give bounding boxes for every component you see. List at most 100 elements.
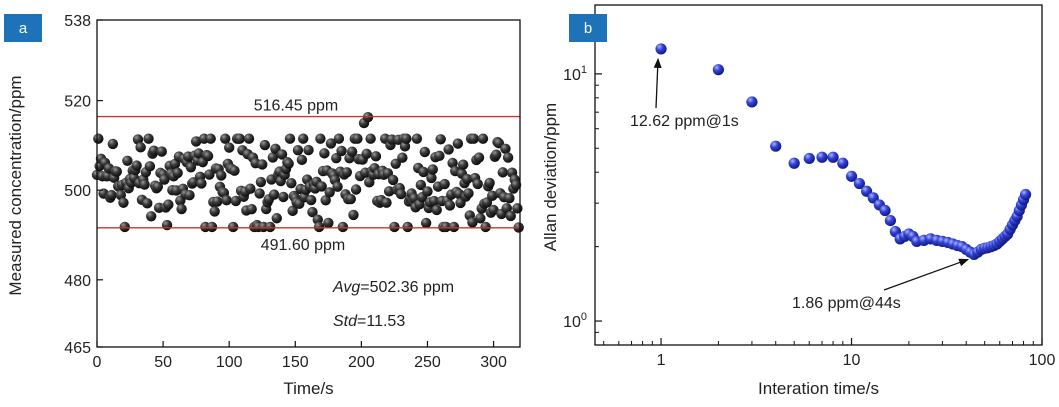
data-point: [156, 146, 167, 157]
data-point: [323, 217, 334, 229]
x-tick-label: 300: [480, 354, 507, 371]
data-point: [185, 162, 197, 173]
data-point: [142, 198, 153, 209]
data-point: [286, 177, 297, 189]
data-point: [259, 139, 271, 151]
data-point: [193, 148, 204, 159]
data-point: [827, 151, 839, 163]
data-point: [420, 217, 432, 229]
data-point: [350, 184, 362, 195]
data-point: [145, 211, 157, 222]
std-annotation: Std=11.53: [333, 313, 405, 330]
data-point: [223, 142, 235, 153]
data-point: [332, 181, 343, 192]
data-point: [230, 195, 241, 207]
avg-value: =502.36 ppm: [360, 279, 454, 296]
data-point: [305, 194, 317, 206]
data-point: [397, 152, 408, 163]
data-point: [510, 179, 522, 191]
data-point: [336, 145, 347, 157]
data-point: [161, 219, 173, 231]
data-point: [118, 197, 129, 208]
data-point: [502, 152, 514, 163]
data-point: [143, 133, 154, 144]
panel-b-frame: [594, 4, 1043, 346]
data-point: [316, 181, 327, 192]
panel-a-badge-label: a: [19, 20, 28, 37]
panel-b-badge: [569, 14, 607, 42]
data-point: [324, 187, 335, 198]
panel-a-frame: [96, 19, 521, 348]
data-point: [655, 43, 667, 55]
y-tick-label: 100: [563, 311, 587, 331]
data-point: [229, 165, 240, 176]
data-point: [427, 164, 438, 175]
data-point: [418, 166, 429, 178]
data-point: [443, 144, 454, 155]
data-point: [500, 143, 511, 154]
data-point: [204, 169, 215, 180]
y-tick-label: 480: [64, 273, 91, 290]
data-point: [307, 206, 318, 218]
data-point: [190, 136, 202, 147]
data-point: [271, 213, 282, 224]
data-point: [243, 133, 255, 144]
data-point: [264, 221, 276, 233]
data-point: [473, 152, 485, 163]
data-point: [93, 133, 104, 144]
data-point: [712, 64, 724, 76]
data-point: [348, 209, 359, 221]
panel-a-x-axis-label: Time/s: [283, 379, 333, 398]
data-point: [144, 161, 156, 172]
data-point: [325, 138, 337, 149]
data-point: [341, 167, 353, 178]
data-point: [221, 194, 232, 206]
data-point: [434, 150, 445, 162]
annotation-arrow-1s: [653, 57, 662, 109]
data-point: [457, 159, 469, 170]
data-point: [497, 167, 509, 178]
data-point: [337, 221, 349, 233]
data-point: [333, 133, 345, 144]
data-point: [395, 188, 407, 200]
y-tick-label: 538: [64, 13, 91, 30]
data-point: [501, 203, 512, 214]
data-point: [257, 159, 268, 170]
data-point: [444, 200, 456, 211]
data-point: [346, 146, 358, 157]
data-point: [205, 133, 216, 144]
data-point: [245, 183, 256, 194]
data-point: [345, 193, 356, 205]
data-point: [196, 178, 207, 189]
data-point: [452, 138, 464, 149]
panel-b: 1 10 100 100 101 12.62 ppm@1s 1.86 ppm@44s I…: [541, 4, 1056, 398]
annotation-arrow-44s: [883, 258, 970, 291]
data-point: [491, 149, 502, 160]
data-point: [148, 145, 160, 156]
data-point: [440, 221, 452, 233]
x-tick-label: 100: [1029, 352, 1056, 369]
data-point: [816, 151, 828, 163]
data-point: [278, 191, 289, 203]
data-point: [365, 133, 376, 144]
data-point: [287, 205, 298, 217]
data-point: [292, 145, 304, 156]
data-point: [512, 203, 523, 214]
panel-a-badge: [4, 14, 42, 42]
data-point: [268, 189, 280, 200]
x-tick-label: 250: [414, 354, 441, 371]
data-point: [422, 186, 433, 197]
data-point: [487, 190, 498, 202]
panel-b-points: [655, 43, 1032, 261]
data-point: [331, 153, 342, 164]
panel-b-badge-label: b: [584, 20, 592, 37]
x-tick-label: 200: [348, 354, 375, 371]
data-point: [122, 155, 133, 167]
data-point: [879, 204, 891, 217]
x-tick-label: 100: [216, 354, 243, 371]
data-point: [467, 217, 478, 228]
x-tick-label: 50: [154, 354, 172, 371]
lower-limit-label: 491.60 ppm: [261, 237, 346, 254]
data-point: [139, 179, 150, 190]
data-point: [370, 151, 382, 162]
